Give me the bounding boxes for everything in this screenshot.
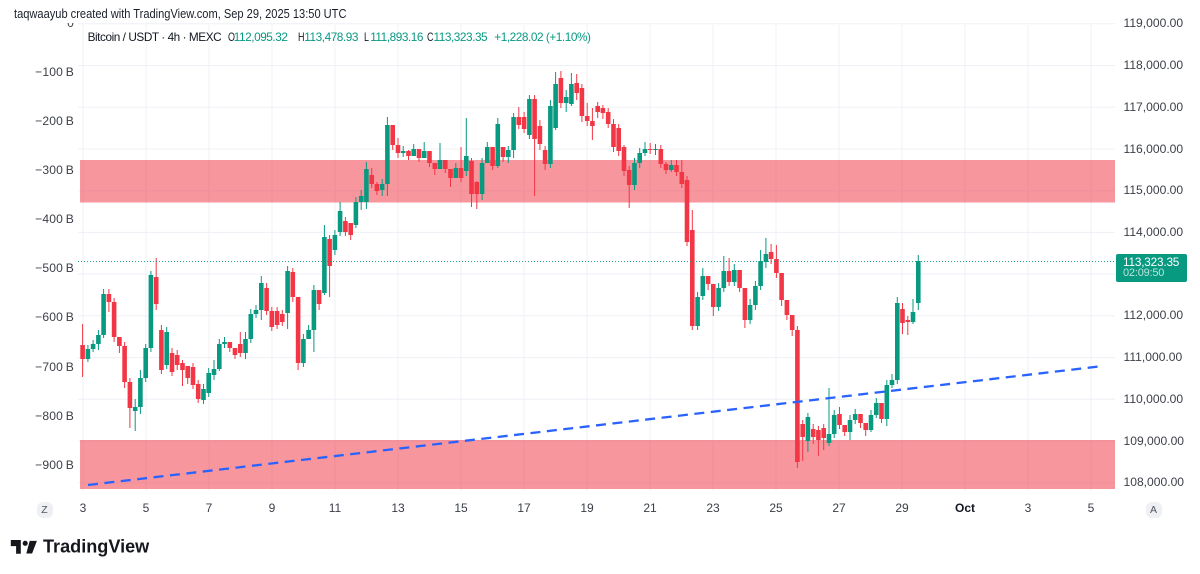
- svg-text:TradingView: TradingView: [43, 536, 150, 556]
